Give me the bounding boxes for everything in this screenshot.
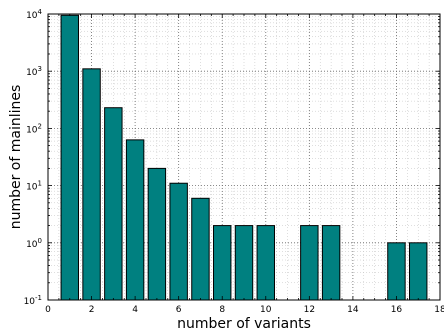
axis-ticks	[47, 13, 441, 301]
bar	[125, 139, 145, 301]
x-tick-label: 12	[304, 305, 315, 315]
bar	[213, 225, 232, 301]
x-tick-label: 14	[347, 305, 359, 315]
x-tick-label: 18	[434, 305, 444, 315]
x-tick-label: 0	[45, 305, 51, 315]
bar	[191, 197, 210, 301]
bar	[147, 167, 167, 301]
y-axis-label: number of mainlines	[8, 85, 24, 230]
y-tick-labels: 10-1 100 101 102 103 104	[24, 8, 43, 307]
y-tick-label: 101	[26, 180, 42, 193]
bar	[300, 225, 319, 301]
y-tick-label: 102	[26, 122, 42, 135]
bar	[82, 68, 101, 301]
x-tick-label: 2	[89, 305, 95, 315]
bar	[387, 242, 406, 301]
x-tick-label: 10	[260, 305, 272, 315]
x-tick-label: 4	[132, 305, 138, 315]
bars	[60, 14, 428, 301]
bar	[104, 107, 123, 301]
bar	[169, 182, 188, 301]
bar	[256, 225, 275, 301]
x-tick-label: 8	[219, 305, 225, 315]
x-tick-labels: 0 2 4 6 8 10 12 14 16 18	[45, 305, 444, 315]
y-tick-label: 104	[26, 8, 42, 21]
bar	[321, 225, 341, 301]
x-axis-label: number of variants	[177, 316, 311, 332]
bar	[409, 242, 428, 301]
bar	[60, 14, 79, 301]
bar	[234, 225, 254, 301]
x-tick-label: 16	[391, 305, 403, 315]
y-tick-label: 100	[26, 237, 42, 250]
y-tick-label: 10-1	[24, 294, 42, 307]
x-tick-label: 6	[176, 305, 182, 315]
y-tick-label: 103	[26, 65, 42, 78]
